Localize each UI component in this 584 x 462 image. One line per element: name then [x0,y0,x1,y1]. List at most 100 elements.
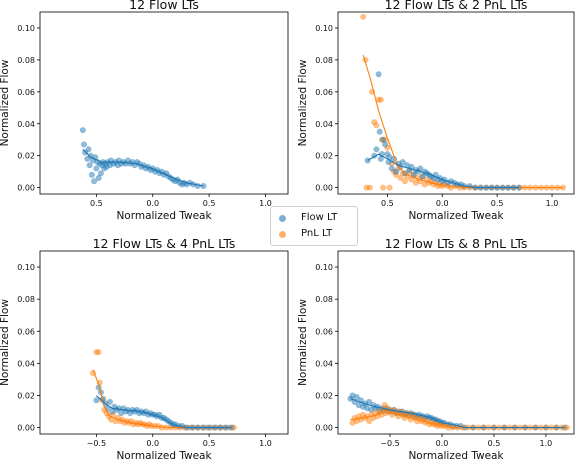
y-tick-label: 0.00 [315,424,333,433]
x-tick-label: 0.5 [381,199,394,208]
x-tick-label: 0.5 [491,199,504,208]
scatter-point-flow [376,128,383,135]
y-tick-label: 0.06 [315,327,333,336]
scatter-point-flow [106,398,113,405]
subplot-title: 12 Flow LTs [129,0,199,12]
y-tick-label: 0.04 [315,120,333,129]
axes-frame [39,250,289,435]
x-tick-label: 0.5 [488,439,501,448]
plot-area [347,392,570,431]
y-tick-label: 0.02 [17,152,35,161]
y-axis-label: Normalized Flow [297,59,309,146]
scatter-point-flow [79,127,86,134]
y-tick-label: 0.08 [17,295,35,304]
plot-area [89,349,237,431]
scatter-point-pnl [377,96,384,103]
axes-frame [337,11,575,195]
x-tick-label: 0.5 [203,439,216,448]
y-axis-label: Normalized Flow [297,299,309,386]
scatter-point-flow [382,141,389,148]
legend-swatch-flow [279,215,286,222]
y-axis-label: Normalized Flow [0,59,11,146]
scatter-point-flow [93,397,100,404]
y-tick-label: 0.04 [315,359,333,368]
subplot-4: 12 Flow LTs & 8 PnL LTs 0.00 0.02 0.04 0.06 0… [297,236,575,462]
scatter-point-pnl [373,122,380,129]
legend-item-pnl: PnL LT [271,227,357,243]
fit-line-flow [96,395,232,429]
scatter-point-pnl [95,349,102,356]
x-tick-label: 1.0 [546,199,559,208]
legend-swatch-pnl [279,231,286,238]
scatter-point-flow [373,146,380,153]
y-tick-label: 0.04 [17,120,35,129]
scatter-point-pnl [366,418,373,425]
scatter-point-pnl [401,178,409,185]
y-tick-label: 0.02 [17,391,35,400]
y-tick-label: 0.08 [315,295,333,304]
y-tick-label: 0.06 [17,327,35,336]
y-axis-label: Normalized Flow [0,299,11,386]
plot-area [79,127,207,190]
subplot-3: 12 Flow LTs & 4 PnL LTs 0.00 0.02 0.04 0.06 0… [0,236,289,462]
subplot-title: 12 Flow LTs & 8 PnL LTs [385,236,528,251]
scatter-point-flow [388,165,395,172]
fit-line-flow [350,398,565,429]
x-tick-label: 1.0 [259,439,272,448]
y-tick-label: 0.08 [17,56,35,65]
scatter-point-flow [379,136,387,143]
y-tick-label: 0.00 [315,184,333,193]
plot-area [360,13,567,191]
legend-label-flow: Flow LT [301,212,338,223]
y-tick-label: 0.02 [315,152,333,161]
x-tick-label: 1.0 [259,199,272,208]
fit-line-flow [82,148,204,187]
legend-item-flow: Flow LT [271,211,357,227]
x-axis-label: Normalized Tweak [408,210,504,222]
scatter-point-flow [419,173,426,180]
fit-line-flow [367,153,520,189]
x-tick-label: 0.0 [146,199,159,208]
scatter-point-flow [88,171,95,178]
scatter-point-flow [91,178,98,185]
axes-frame [337,250,575,435]
legend-label-pnl: PnL LT [301,228,333,239]
subplot-title: 12 Flow LTs & 2 PnL LTs [385,0,528,12]
scatter-point-flow [95,174,102,182]
x-axis-label: Normalized Tweak [116,210,212,222]
y-tick-label: 0.10 [315,24,333,33]
scatter-point-flow [85,146,92,153]
scatter-point-flow [80,141,88,148]
scatter-point-flow [393,168,400,175]
scatter-point-flow [399,159,406,166]
y-tick-label: 0.10 [315,263,333,272]
x-tick-label: 0.5 [90,199,103,208]
scatter-point-flow [93,165,100,172]
y-tick-label: 0.00 [17,184,35,193]
scatter-point-pnl [397,174,404,182]
chart-legend: Flow LT PnL LT [270,206,358,246]
scatter-point-pnl [386,184,393,191]
y-tick-label: 0.02 [315,391,333,400]
y-tick-label: 0.04 [17,359,35,368]
x-tick-label: 0.0 [436,439,449,448]
subplot-1: 12 Flow LTs 0.00 0.02 0.04 0.06 0.08 0.10 0.5 0.… [0,0,289,222]
x-tick-label: 1.0 [540,439,553,448]
x-tick-label: −0.5 [87,439,106,448]
y-tick-label: 0.06 [17,88,35,97]
x-axis-label: Normalized Tweak [408,450,504,462]
axes-frame [39,11,289,195]
scatter-point-flow [375,71,382,78]
subplot-title: 12 Flow LTs & 4 PnL LTs [93,236,236,251]
scatter-point-pnl [366,184,373,191]
scatter-point-pnl [360,13,367,20]
scatter-point-pnl [379,184,387,191]
x-tick-label: −0.5 [380,439,399,448]
subplot-2: 12 Flow LTs & 2 PnL LTs 0.00 0.02 0.04 0.06 0… [297,0,575,222]
y-tick-label: 0.10 [17,263,35,272]
x-tick-label: 0.5 [203,199,216,208]
x-axis-label: Normalized Tweak [116,450,212,462]
scatter-point-flow [353,394,360,401]
scatter-point-flow [86,162,93,169]
